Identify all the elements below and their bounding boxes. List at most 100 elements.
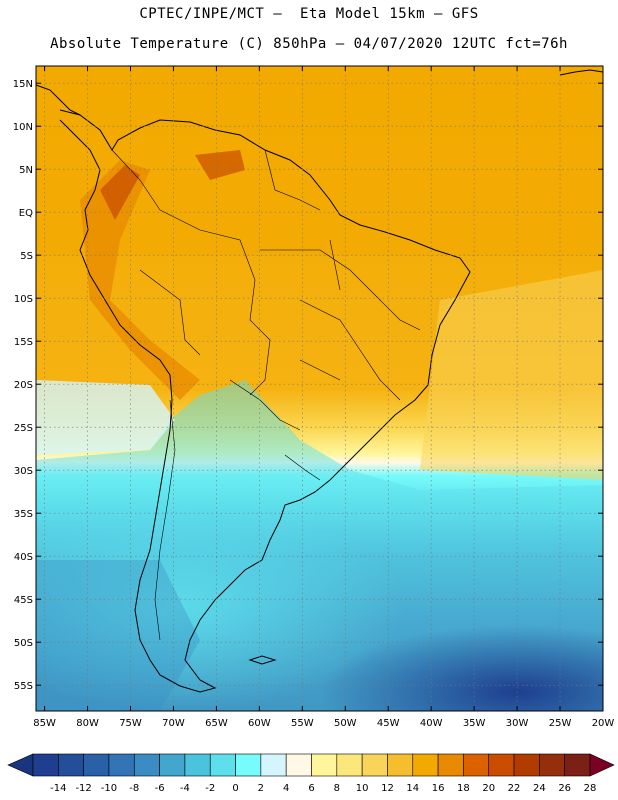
colorbar-label: 2: [258, 783, 264, 794]
central-america-coast: [35, 84, 81, 116]
colorbar-label: 20: [482, 783, 495, 794]
colorbar-box: [412, 753, 439, 777]
colorbar-box: [260, 753, 287, 777]
colorbar-labels: -14 -12 -10 -8 -6 -4 -2 0 2 4 6 8 10 12 14 16 18 20 22 24 26…: [50, 783, 596, 794]
colorbar-box: [32, 753, 59, 777]
colorbar-box: [83, 753, 110, 777]
colorbar-label: 14: [406, 783, 419, 794]
colorbar-over-arrow: [589, 753, 615, 777]
lat-label: 10S: [14, 294, 33, 305]
falklands: [248, 655, 277, 665]
colombia-warm-spot: [100, 165, 140, 220]
temperature-map: 15N 10N 5N EQ 5S 10S 15S 20S 25S 30S 35S 40S 45S 50S 5…: [13, 65, 614, 729]
lat-label: EQ: [19, 208, 33, 219]
pacific-pale-region: [36, 380, 175, 455]
colorbar-box: [488, 753, 515, 777]
colorbar-label: -2: [205, 783, 215, 794]
colorbar-label: 6: [308, 783, 314, 794]
colorbar-label: -14: [50, 783, 66, 794]
colorbar: -14 -12 -10 -8 -6 -4 -2 0 2 4 6 8 10 12 14 16 18 20 22 24 26…: [7, 753, 615, 794]
lon-label: 55W: [291, 718, 314, 729]
lat-label: 25S: [14, 423, 33, 434]
colorbar-box: [133, 753, 160, 777]
lon-label: 30W: [506, 718, 529, 729]
colorbar-box: [58, 753, 84, 777]
colorbar-box: [539, 753, 565, 777]
colorbar-under-arrow: [7, 753, 34, 777]
longitude-labels: 85W 80W 75W 70W 65W 60W 55W 50W 45W 40W 35W 30W 25W 2…: [33, 718, 614, 729]
latitude-labels: 15N 10N 5N EQ 5S 10S 15S 20S 25S 30S 35S 40S 45S 50S 5…: [13, 79, 33, 692]
chart-subtitle: Absolute Temperature (C) 850hPa – 04/07/…: [50, 36, 568, 52]
border-brazil-west: [159, 209, 271, 396]
atlantic-yellow-region: [420, 270, 603, 480]
lat-label: 5N: [19, 165, 33, 176]
lat-label: 55S: [14, 681, 33, 692]
lat-label: 35S: [14, 509, 33, 520]
border-peru-bolivia: [139, 269, 201, 356]
lat-label: 50S: [14, 638, 33, 649]
colorbar-label: -8: [129, 783, 139, 794]
lon-label: 70W: [162, 718, 185, 729]
lon-label: 85W: [33, 718, 56, 729]
border-uruguay: [284, 454, 321, 481]
map-frame: [35, 65, 604, 712]
colorbar-label: 0: [232, 783, 238, 794]
lon-label: 60W: [248, 718, 271, 729]
colorbar-label: 24: [533, 783, 546, 794]
lat-label: 5S: [20, 251, 33, 262]
colorbar-box: [437, 753, 464, 777]
colorbar-label: 12: [381, 783, 394, 794]
colorbar-label: 18: [457, 783, 470, 794]
colorbar-box: [463, 753, 490, 777]
lon-label: 50W: [334, 718, 357, 729]
field-layer: [36, 66, 603, 711]
colorbar-box: [209, 753, 236, 777]
lat-label: 20S: [14, 380, 33, 391]
colorbar-label: -4: [180, 783, 190, 794]
lat-label: 15N: [13, 79, 33, 90]
south-america-coastline: [59, 109, 471, 693]
venezuela-warm-spot: [195, 150, 245, 180]
colorbar-label: 28: [584, 783, 597, 794]
lat-label: 45S: [14, 595, 33, 606]
colorbar-label: 16: [432, 783, 445, 794]
colorbar-label: 10: [356, 783, 369, 794]
colorbar-box: [513, 753, 540, 777]
colorbar-box: [108, 753, 135, 777]
lat-label: 15S: [14, 337, 33, 348]
colorbar-box: [159, 753, 186, 777]
lon-label: 35W: [463, 718, 486, 729]
caribbean-islands: [559, 69, 604, 76]
colorbar-label: 8: [334, 783, 340, 794]
colorbar-label: -10: [101, 783, 117, 794]
lon-label: 25W: [549, 718, 572, 729]
colorbar-box: [387, 753, 414, 777]
brazil-states: [260, 239, 421, 401]
colorbar-box: [184, 753, 211, 777]
lon-label: 40W: [420, 718, 443, 729]
colorbar-boxes: [7, 753, 615, 777]
colorbar-label: 4: [283, 783, 289, 794]
andes-warm-ridge: [80, 160, 200, 400]
lon-label: 75W: [119, 718, 142, 729]
border-guianas: [264, 149, 321, 211]
colorbar-box: [235, 753, 262, 777]
lon-label: 65W: [205, 718, 228, 729]
axis-ticks: [36, 66, 604, 711]
border-colombia: [111, 149, 161, 211]
country-borders: [111, 149, 421, 641]
colorbar-box: [361, 753, 388, 777]
border-paraguay: [229, 379, 301, 431]
colorbar-label: 22: [508, 783, 521, 794]
colorbar-label: 26: [558, 783, 571, 794]
colorbar-box: [311, 753, 338, 777]
colorbar-box: [564, 753, 591, 777]
lon-label: 45W: [377, 718, 400, 729]
lat-label: 30S: [14, 466, 33, 477]
graticule: [36, 66, 604, 711]
colorbar-box: [336, 753, 363, 777]
coastlines: [35, 69, 604, 693]
colorbar-label: -12: [75, 783, 91, 794]
lon-label: 20W: [592, 718, 615, 729]
colorbar-label: -6: [155, 783, 165, 794]
